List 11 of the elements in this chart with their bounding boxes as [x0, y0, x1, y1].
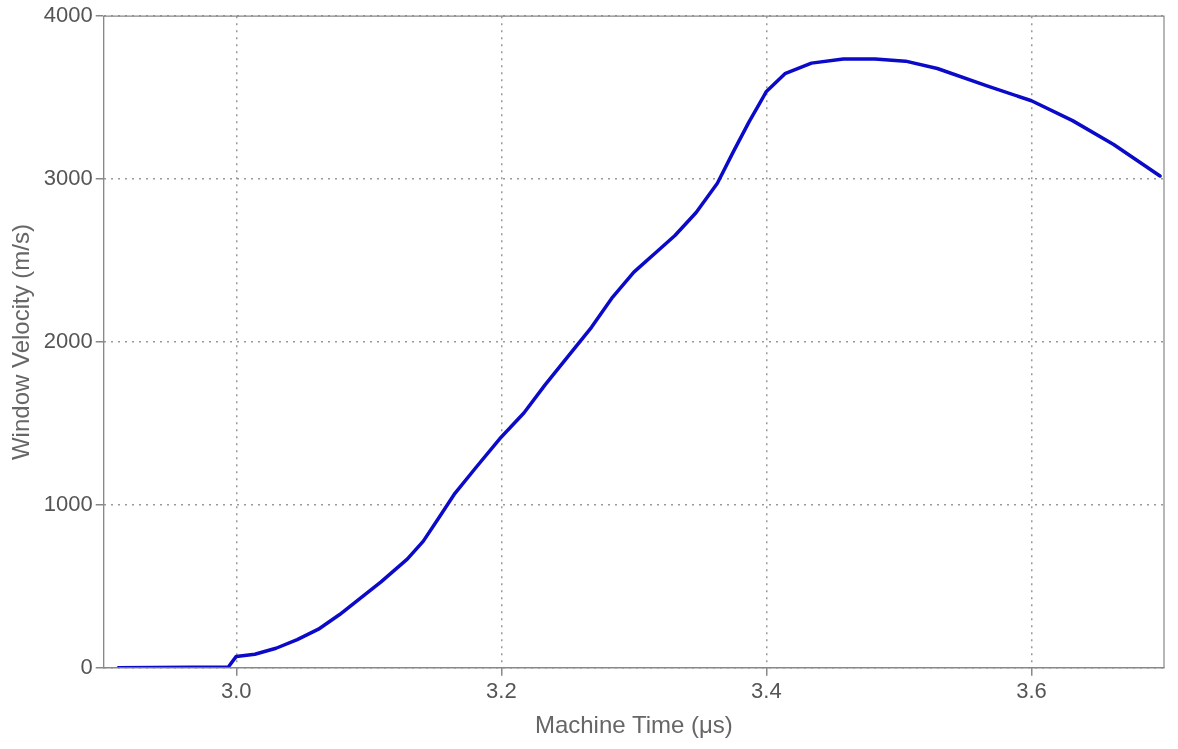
y-tick-label: 0 — [80, 653, 93, 679]
y-tick-label: 3000 — [43, 165, 93, 191]
y-tick-label: 4000 — [43, 2, 93, 28]
x-tick-label: 3.2 — [486, 678, 517, 704]
x-axis-title: Machine Time (μs) — [534, 711, 733, 739]
x-tick-label: 3.0 — [220, 678, 252, 704]
y-tick-label: 2000 — [43, 328, 93, 354]
x-tick-label: 3.6 — [1016, 678, 1047, 704]
x-tick-label: 3.4 — [751, 678, 782, 704]
y-axis-title: Window Velocity (m/s) — [7, 223, 35, 461]
y-tick-label: 1000 — [43, 490, 93, 516]
